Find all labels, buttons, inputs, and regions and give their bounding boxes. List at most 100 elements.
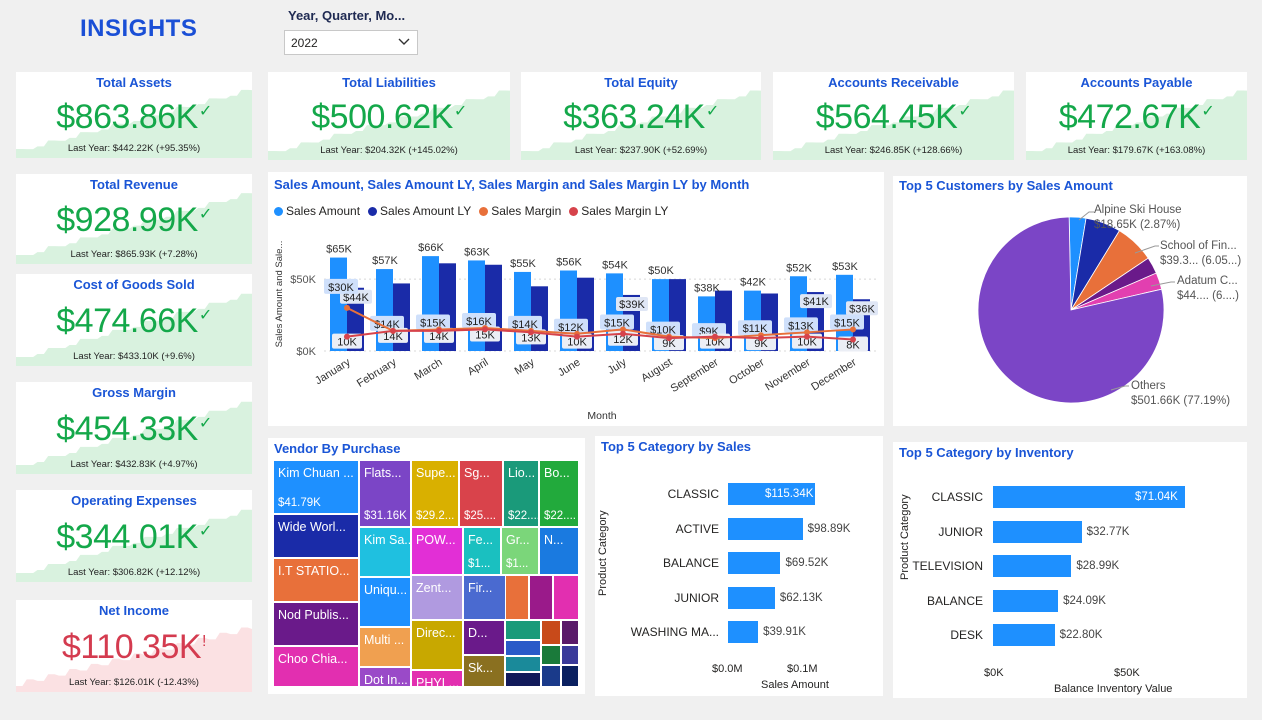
treemap-cell[interactable]: Sg... $25.... <box>459 460 503 527</box>
data-label-sales-margin-ly: 10K <box>337 337 357 349</box>
data-label-sales-margin: $15K <box>604 317 630 329</box>
legend-sales-amount-ly[interactable]: Sales Amount LY <box>368 204 471 218</box>
label-bg <box>462 313 496 328</box>
category-bar[interactable] <box>728 586 775 609</box>
kpi-card-total-liabilities[interactable]: Total Liabilities $500.62K✓ Last Year: $20… <box>268 72 510 160</box>
treemap-cell[interactable]: I.T STATIO... <box>273 558 359 602</box>
treemap-cell-small[interactable] <box>505 620 541 640</box>
treemap-cell[interactable]: Nod Publis... <box>273 602 359 646</box>
treemap-cell-name: PHYL... <box>416 676 460 687</box>
treemap-cell-small[interactable] <box>505 656 541 672</box>
treemap-cell[interactable]: Bo... $22.... <box>539 460 579 527</box>
kpi-sparkline <box>16 293 252 366</box>
year-slicer-dropdown[interactable]: 2022 <box>284 30 418 55</box>
treemap-cell[interactable]: N... <box>539 527 579 575</box>
check-icon: ✓ <box>958 103 972 121</box>
treemap-cell[interactable]: Kim Sa... <box>359 527 411 577</box>
treemap-cell[interactable]: Flats... $31.16K <box>359 460 411 527</box>
treemap-cell[interactable]: Direc... <box>411 620 463 670</box>
treemap-cell[interactable]: Fe... $1... <box>463 527 501 575</box>
category-bar[interactable] <box>728 621 759 643</box>
label-bg <box>508 315 542 331</box>
data-label-sales-amount: $50K <box>648 265 674 277</box>
treemap-cell[interactable]: Choo Chia... <box>273 646 359 687</box>
treemap-cell[interactable]: Wide Worl... <box>273 514 359 558</box>
treemap-cell-value: $1... <box>468 558 491 570</box>
kpi-card-accounts-receivable[interactable]: Accounts Receivable $564.45K✓ Last Year: $… <box>773 72 1014 160</box>
treemap-cell-small[interactable] <box>505 640 541 656</box>
combo-chart-title: Sales Amount, Sales Amount LY, Sales Mar… <box>274 177 750 192</box>
kpi-last-year: Last Year: $126.01K (-12.43%) <box>69 677 199 688</box>
data-label-sales-margin: $14K <box>512 319 538 331</box>
treemap-cell-small[interactable] <box>553 575 579 620</box>
point-sales-margin <box>804 329 810 336</box>
kpi-last-year: Last Year: $442.22K (+95.35%) <box>67 143 201 154</box>
treemap-cell[interactable]: PHYL... <box>411 670 463 687</box>
label-bg <box>738 320 772 336</box>
category-bar[interactable] <box>993 520 1082 543</box>
treemap-cell[interactable]: Uniqu... <box>359 577 411 627</box>
kpi-last-year: Last Year: $432.83K (+4.97%) <box>70 459 198 470</box>
kpi-card-operating-expenses[interactable]: Operating Expenses $344.01K✓ Last Year: $3… <box>16 490 252 582</box>
category-bar[interactable] <box>993 486 1185 508</box>
treemap-cell[interactable]: D... <box>463 620 505 655</box>
x-tick-label: November <box>763 356 813 393</box>
treemap-cell[interactable]: Gr... $1... <box>501 527 539 575</box>
kpi-card-cogs[interactable]: Cost of Goods Sold $474.66K✓ Last Year: $4… <box>16 274 252 366</box>
kpi-card-total-revenue[interactable]: Total Revenue $928.99K✓ Last Year: $865.93… <box>16 174 252 264</box>
treemap-cell[interactable]: POW... <box>411 527 463 575</box>
treemap-cell[interactable]: Dot In... <box>359 667 411 687</box>
legend-sales-amount[interactable]: Sales Amount <box>274 204 360 218</box>
data-label-sales-margin-ly: 13K <box>521 332 541 344</box>
category-bar[interactable] <box>728 483 815 505</box>
label-bg <box>846 301 878 316</box>
category-bar[interactable] <box>728 552 781 574</box>
treemap-cell-small[interactable] <box>505 575 529 620</box>
treemap-cell-small[interactable] <box>561 620 579 645</box>
category-label: BALANCE <box>662 556 719 570</box>
kpi-card-total-equity[interactable]: Total Equity $363.24K✓ Last Year: $237.90K… <box>521 72 761 160</box>
treemap-cell-small[interactable] <box>541 645 561 665</box>
category-bar[interactable] <box>728 517 803 540</box>
kpi-sparkline <box>521 90 761 160</box>
treemap-cell-small[interactable] <box>505 672 541 687</box>
kpi-title: Accounts Receivable <box>828 75 959 90</box>
line-sales-margin-ly <box>346 328 854 341</box>
category-bar[interactable] <box>993 555 1072 577</box>
treemap-cell-small[interactable] <box>541 620 561 645</box>
x-tick-label: February <box>355 356 399 390</box>
bar-value-label: $28.99K <box>1076 560 1120 572</box>
kpi-sparkline <box>268 90 510 160</box>
top-customers-panel: Top 5 Customers by Sales Amount Alpine S… <box>893 176 1247 426</box>
kpi-card-gross-margin[interactable]: Gross Margin $454.33K✓ Last Year: $432.83K… <box>16 382 252 474</box>
treemap-cell-value: $31.16K <box>364 510 407 522</box>
kpi-card-accounts-payable[interactable]: Accounts Payable $472.67K✓ Last Year: $179… <box>1026 72 1247 160</box>
category-bar[interactable] <box>993 589 1059 612</box>
treemap-cell-small[interactable] <box>529 575 553 620</box>
treemap-cell[interactable]: Lio... $22.... <box>503 460 539 527</box>
legend-sales-margin-ly[interactable]: Sales Margin LY <box>569 204 668 218</box>
treemap-cell[interactable]: Multi ... <box>359 627 411 667</box>
treemap-cell-small[interactable] <box>561 645 579 665</box>
kpi-card-net-income[interactable]: Net Income $110.35K! Last Year: $126.01K (… <box>16 600 252 692</box>
category-bar[interactable] <box>993 624 1055 646</box>
bar-value-label: $22.80K <box>1059 629 1103 641</box>
kpi-last-year: Last Year: $204.32K (+145.02%) <box>320 145 458 156</box>
treemap-cell[interactable]: Kim Chuan ... $41.79K <box>273 460 359 514</box>
treemap-cell[interactable]: Sk... <box>463 655 505 687</box>
treemap-cell-name: Dot In... <box>364 673 408 687</box>
treemap-cell-small[interactable] <box>541 665 561 687</box>
treemap-cell-small[interactable] <box>561 665 579 687</box>
treemap-cell[interactable]: Fir... <box>463 575 507 620</box>
legend-sales-margin[interactable]: Sales Margin <box>479 204 561 218</box>
x-axis-label: Month <box>587 410 616 422</box>
data-label-sales-margin: $15K <box>834 317 860 329</box>
treemap-cell-name: Kim Chuan ... <box>278 466 354 480</box>
kpi-title: Operating Expenses <box>71 493 197 508</box>
cat-inv-tick-0: $0K <box>984 667 1004 679</box>
point-sales-margin-ly <box>528 329 534 336</box>
treemap-cell[interactable]: Zent... <box>411 575 463 620</box>
treemap-cell[interactable]: Supe... $29.2... <box>411 460 459 527</box>
point-sales-margin <box>850 326 856 333</box>
kpi-card-total-assets[interactable]: Total Assets $863.86K✓ Last Year: $442.22K… <box>16 72 252 158</box>
